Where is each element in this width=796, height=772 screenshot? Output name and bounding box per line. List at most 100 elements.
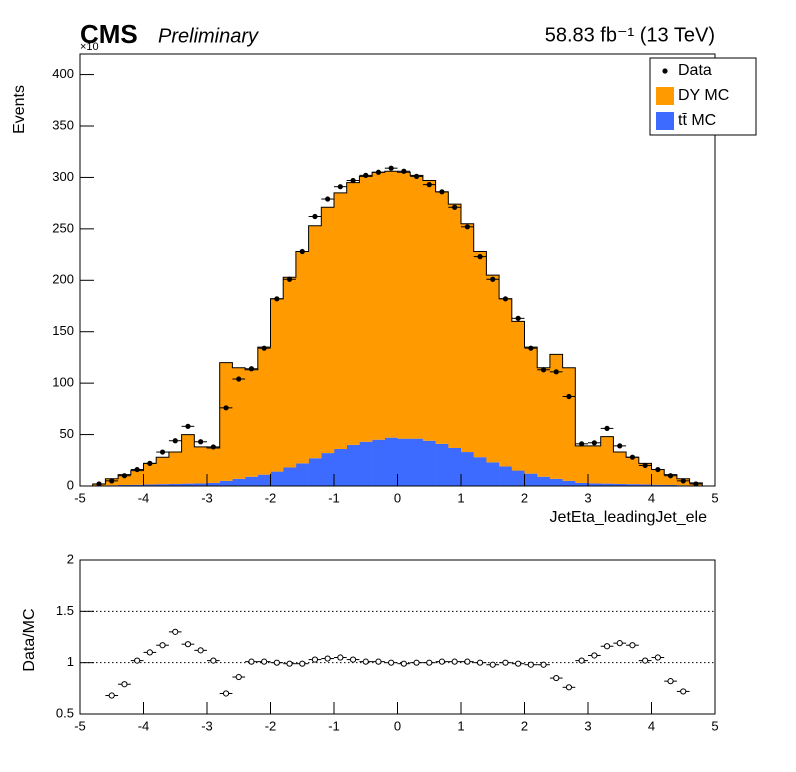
stack-bar xyxy=(295,251,309,464)
data-point xyxy=(566,393,572,400)
ratio-point xyxy=(172,628,179,635)
stack-bar xyxy=(207,482,220,486)
stack-bar xyxy=(359,176,373,442)
legend-label: tt̄ MC xyxy=(678,112,716,129)
stack-bar xyxy=(143,463,157,485)
ratio-point xyxy=(273,659,280,666)
data-point xyxy=(540,367,547,373)
stack-bar xyxy=(384,437,398,486)
ratio-plot: -5 -4 -3 -2 -1 0 1 2 3 4 5 0.5 1 1.5 2 xyxy=(56,551,719,733)
ratio-point xyxy=(349,656,357,663)
data-point xyxy=(515,315,521,321)
stack-bar xyxy=(410,438,424,486)
data-point xyxy=(236,376,242,382)
ratio-point xyxy=(362,658,369,665)
data-point xyxy=(147,460,153,466)
ratio-point xyxy=(375,658,382,665)
y-multiplier: ×10 xyxy=(80,41,99,53)
data-point xyxy=(655,466,661,473)
stack-bar xyxy=(410,175,424,439)
x-tick-label: -4 xyxy=(138,490,150,505)
data-point xyxy=(248,366,255,372)
frame xyxy=(79,559,716,715)
cms-label: CMS xyxy=(80,19,138,49)
stack-bar xyxy=(207,447,220,483)
ratio-point xyxy=(159,642,166,649)
ratio-point xyxy=(400,660,407,667)
data-point xyxy=(667,473,674,479)
data-point xyxy=(312,213,318,220)
stack-bar xyxy=(626,484,640,486)
data-point xyxy=(109,478,115,484)
ratio-point xyxy=(502,659,509,666)
data-point xyxy=(693,481,699,487)
ratio-point xyxy=(591,652,598,659)
stack-bar xyxy=(181,434,195,484)
x-tick-label: 1 xyxy=(457,490,464,505)
stack-bar xyxy=(308,458,322,486)
data-point xyxy=(477,254,483,260)
ratio-point xyxy=(261,658,268,665)
stack-bar xyxy=(588,445,601,484)
stack-bar xyxy=(588,483,601,486)
data-point xyxy=(223,405,229,411)
ratio-point xyxy=(578,657,585,664)
legend-label: DY MC xyxy=(678,87,729,104)
data-point xyxy=(413,173,420,179)
x-tick-label: -4 xyxy=(138,718,150,733)
y-axis-label: Events xyxy=(11,85,28,134)
x-tick-label: 3 xyxy=(584,490,591,505)
stack-bar xyxy=(397,438,411,486)
stack-bar xyxy=(575,445,589,483)
x-tick-label: -3 xyxy=(201,718,213,733)
data-point xyxy=(528,345,534,351)
stack-bar xyxy=(499,298,513,467)
y-tick-label: 150 xyxy=(52,323,74,338)
stack-bar xyxy=(524,347,538,474)
data-point xyxy=(388,165,394,171)
ratio-point xyxy=(184,641,192,648)
stack-bar xyxy=(448,447,462,486)
ratio-point xyxy=(337,654,344,661)
stack-bar xyxy=(448,204,462,448)
stack-bar xyxy=(118,474,132,485)
stack-bar xyxy=(537,476,551,486)
ratio-point xyxy=(235,673,242,681)
stack-bar xyxy=(511,321,525,471)
stack-bar xyxy=(270,298,284,472)
stack-bar xyxy=(473,251,487,458)
ratio-point xyxy=(197,647,204,654)
stack-bar xyxy=(461,452,474,486)
frame xyxy=(79,53,716,487)
data-point xyxy=(426,182,432,188)
stack-bar xyxy=(359,441,373,486)
ratio-point xyxy=(121,681,128,688)
y-tick-label: 100 xyxy=(52,375,74,390)
x-tick-label: -3 xyxy=(201,490,213,505)
data-point xyxy=(172,438,178,444)
stack-bar xyxy=(181,483,195,486)
ratio-point xyxy=(324,655,331,662)
data-point xyxy=(604,425,610,431)
stack-bar xyxy=(130,470,144,485)
ratio-point xyxy=(489,661,496,668)
data-point xyxy=(299,248,305,255)
data-point xyxy=(337,184,343,190)
stack-bar xyxy=(461,223,474,453)
y-tick-label: 350 xyxy=(52,117,74,132)
stack-bar xyxy=(334,448,347,486)
stack-bar xyxy=(486,462,500,486)
x-tick-label: 4 xyxy=(648,718,655,733)
data-point xyxy=(261,345,267,351)
data-point xyxy=(375,169,382,175)
data-point xyxy=(629,454,636,460)
stack-bar xyxy=(613,483,627,486)
data-point xyxy=(452,204,458,210)
y-tick-label: 50 xyxy=(60,426,74,441)
stack-bar xyxy=(156,484,170,486)
stack-bar xyxy=(511,470,525,486)
ratio-point xyxy=(146,649,153,656)
ratio-point xyxy=(565,684,573,691)
stack-bar xyxy=(270,471,284,486)
